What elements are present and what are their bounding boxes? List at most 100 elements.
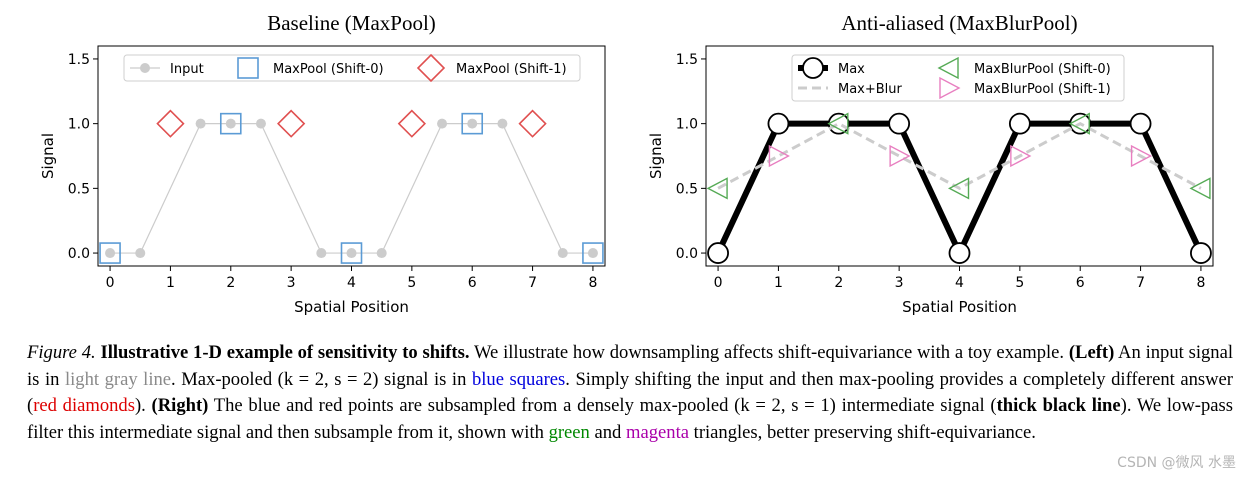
caption-text: . Simply shifting the input and then max… bbox=[27, 368, 1233, 417]
data-point bbox=[1010, 144, 1032, 168]
legend-label: MaxPool (Shift-1) bbox=[456, 62, 567, 77]
data-point bbox=[768, 144, 790, 168]
magenta-text: magenta bbox=[626, 421, 689, 443]
blue-squares-text: blue squares bbox=[471, 368, 566, 390]
data-point bbox=[947, 177, 970, 200]
x-tick-label: 8 bbox=[588, 275, 597, 291]
y-tick-label: 1.5 bbox=[676, 52, 698, 68]
data-point bbox=[135, 248, 146, 259]
red-diamonds-text: red diamonds bbox=[33, 395, 135, 416]
caption-text: We illustrate how downsampling affects s… bbox=[469, 342, 1069, 363]
data-point bbox=[827, 112, 850, 135]
x-tick-label: 3 bbox=[287, 275, 296, 291]
y-axis-label: Signal bbox=[647, 133, 665, 179]
caption-text: ). bbox=[134, 395, 152, 416]
chart-title: Anti-aliased (MaxBlurPool) bbox=[841, 11, 1077, 35]
data-point bbox=[397, 109, 426, 138]
legend: Max Max+Blur MaxBlurPool (Shift-0) MaxBlurP… bbox=[791, 54, 1125, 102]
data-point bbox=[557, 248, 568, 259]
x-tick-label: 5 bbox=[407, 275, 416, 291]
watermark: CSDN @微风 水墨 bbox=[1117, 455, 1236, 471]
caption-text: . Max-pooled (k = 2, s = 2) signal is in bbox=[171, 368, 472, 390]
data-point bbox=[461, 112, 484, 135]
data-point bbox=[255, 118, 266, 129]
data-point bbox=[156, 109, 185, 138]
data-point bbox=[437, 118, 448, 129]
data-point bbox=[1189, 177, 1211, 200]
data-point bbox=[1008, 112, 1031, 135]
legend-swatch-marker bbox=[802, 57, 824, 79]
x-tick-label: 8 bbox=[1196, 275, 1205, 291]
x-tick-label: 6 bbox=[468, 275, 477, 291]
right-label: (Right) bbox=[151, 395, 209, 416]
x-tick-label: 0 bbox=[106, 275, 115, 291]
y-tick-label: 0.5 bbox=[676, 181, 698, 197]
series-line bbox=[110, 123, 593, 254]
light-gray-line-text: light gray line bbox=[64, 368, 172, 390]
series-maxpool-shift-0- bbox=[99, 112, 604, 264]
y-tick-label: 0.5 bbox=[68, 181, 90, 197]
legend-label: Input bbox=[170, 62, 204, 77]
data-point bbox=[346, 248, 357, 259]
data-point bbox=[497, 118, 508, 129]
legend-swatch-marker bbox=[939, 76, 961, 100]
y-tick-label: 1.0 bbox=[68, 117, 90, 133]
caption-text: The blue and red points are subsampled f… bbox=[208, 395, 997, 416]
x-tick-label: 4 bbox=[955, 275, 964, 291]
chart-baseline-maxpool: Baseline (MaxPool) 0 1 2 3 4 5 6 7 8 0.0 0.5 1.0 1.5 S… bbox=[39, 11, 606, 316]
series-input bbox=[105, 118, 598, 259]
y-tick-label: 1.0 bbox=[676, 117, 698, 133]
data-point bbox=[99, 242, 121, 264]
x-tick-label: 6 bbox=[1076, 275, 1085, 291]
data-point bbox=[219, 112, 242, 135]
x-tick-label: 4 bbox=[347, 275, 356, 291]
data-point bbox=[376, 248, 387, 259]
data-point bbox=[767, 112, 790, 135]
thick-black-line-text: thick black line bbox=[996, 395, 1121, 416]
figure-label: Figure 4. bbox=[27, 342, 96, 363]
data-point bbox=[225, 118, 236, 129]
legend-swatch-marker bbox=[937, 56, 959, 80]
green-text: green bbox=[548, 421, 590, 443]
data-point bbox=[889, 144, 911, 168]
series-maxblurpool-shift-1- bbox=[768, 144, 1153, 168]
x-tick-label: 2 bbox=[834, 275, 843, 291]
legend-label: MaxPool (Shift-0) bbox=[273, 62, 384, 77]
caption-text: triangles, better preserving shift-equiv… bbox=[689, 421, 1036, 443]
x-axis-label: Spatial Position bbox=[902, 298, 1017, 316]
data-point bbox=[948, 242, 971, 264]
x-tick-label: 7 bbox=[528, 275, 537, 291]
data-point bbox=[827, 112, 849, 135]
data-point bbox=[316, 248, 327, 259]
data-point bbox=[195, 118, 206, 129]
x-tick-label: 1 bbox=[774, 275, 783, 291]
legend-label: Max bbox=[838, 62, 865, 77]
y-tick-label: 0.0 bbox=[68, 246, 90, 262]
data-point bbox=[340, 242, 363, 264]
x-tick-label: 3 bbox=[895, 275, 904, 291]
x-tick-label: 0 bbox=[714, 275, 723, 291]
left-label: (Left) bbox=[1068, 342, 1115, 363]
chart-title: Baseline (MaxPool) bbox=[267, 11, 436, 35]
data-point bbox=[706, 177, 728, 200]
data-point bbox=[1129, 112, 1152, 135]
legend-label: Max+Blur bbox=[838, 82, 903, 97]
y-tick-label: 0.0 bbox=[676, 246, 698, 262]
caption-text: and bbox=[589, 421, 627, 443]
x-axis-label: Spatial Position bbox=[294, 298, 409, 316]
x-tick-label: 2 bbox=[226, 275, 235, 291]
y-tick-label: 1.5 bbox=[68, 52, 90, 68]
data-point bbox=[582, 242, 604, 264]
legend-swatch-marker bbox=[416, 53, 446, 83]
legend-label: MaxBlurPool (Shift-1) bbox=[974, 82, 1111, 97]
data-point bbox=[1130, 144, 1153, 168]
data-point bbox=[1190, 242, 1212, 264]
data-point bbox=[707, 242, 729, 264]
chart-anti-aliased-maxblurpool: Anti-aliased (MaxBlurPool) 0 1 2 3 4 5 6 7 8 0.0 0.… bbox=[647, 11, 1214, 316]
x-tick-label: 5 bbox=[1015, 275, 1024, 291]
data-point bbox=[467, 118, 478, 129]
series-max-blur bbox=[717, 121, 1202, 191]
y-axis-label: Signal bbox=[39, 133, 57, 179]
legend-label: MaxBlurPool (Shift-0) bbox=[974, 62, 1111, 77]
data-point bbox=[277, 109, 306, 138]
